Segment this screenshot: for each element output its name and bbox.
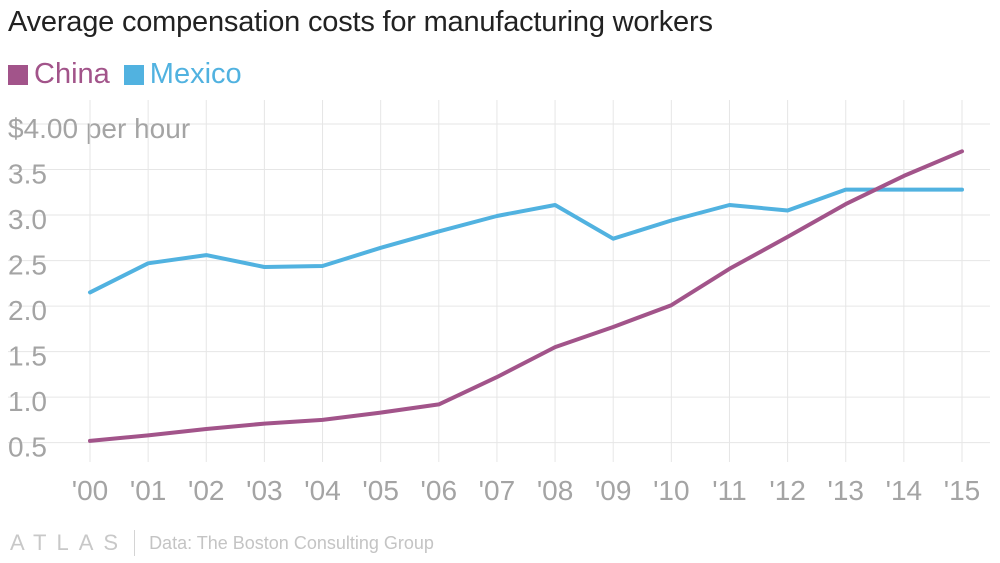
chart-legend: China Mexico [8,58,242,91]
legend-swatch-mexico [123,64,144,85]
legend-item-mexico: Mexico [123,58,242,91]
legend-swatch-china [8,64,28,85]
x-tick-label: '12 [769,475,806,506]
x-tick-label: '02 [188,475,225,506]
y-tick-label: 2.0 [8,295,47,326]
y-tick-label: 3.0 [8,204,47,235]
x-tick-label: '14 [886,475,923,506]
legend-label-mexico: Mexico [149,58,242,90]
y-tick-label: 1.0 [8,386,47,417]
x-tick-label: '04 [304,475,341,506]
x-tick-label: '06 [421,475,458,506]
x-tick-label: '09 [595,475,632,506]
y-tick-label: 1.5 [8,341,47,372]
data-source: Data: The Boston Consulting Group [149,532,434,553]
y-tick-label: 2.5 [8,250,47,281]
series-line-china [88,149,964,443]
x-tick-label: '07 [479,475,516,506]
atlas-logo: ATLAS [10,530,129,555]
x-tick-label: '08 [537,475,574,506]
x-tick-label: '11 [712,475,746,506]
series-line-mexico [88,187,964,295]
x-tick-label: '05 [362,475,399,506]
chart-footer: ATLAS Data: The Boston Consulting Group [10,530,434,556]
x-tick-label: '13 [827,475,864,506]
legend-item-china: China [8,58,110,91]
footer-divider [134,530,136,556]
x-tick-label: '03 [246,475,283,506]
x-tick-label: '15 [944,475,981,506]
x-tick-label: '00 [72,475,109,506]
x-tick-label: '10 [653,475,690,506]
y-tick-label: 0.5 [8,432,47,463]
x-tick-label: '01 [130,475,167,506]
chart-title: Average compensation costs for manufactu… [8,6,713,38]
y-tick-label: 3.5 [8,159,47,190]
legend-label-china: China [34,58,110,90]
y-tick-label: $4.00 per hour [8,113,190,144]
